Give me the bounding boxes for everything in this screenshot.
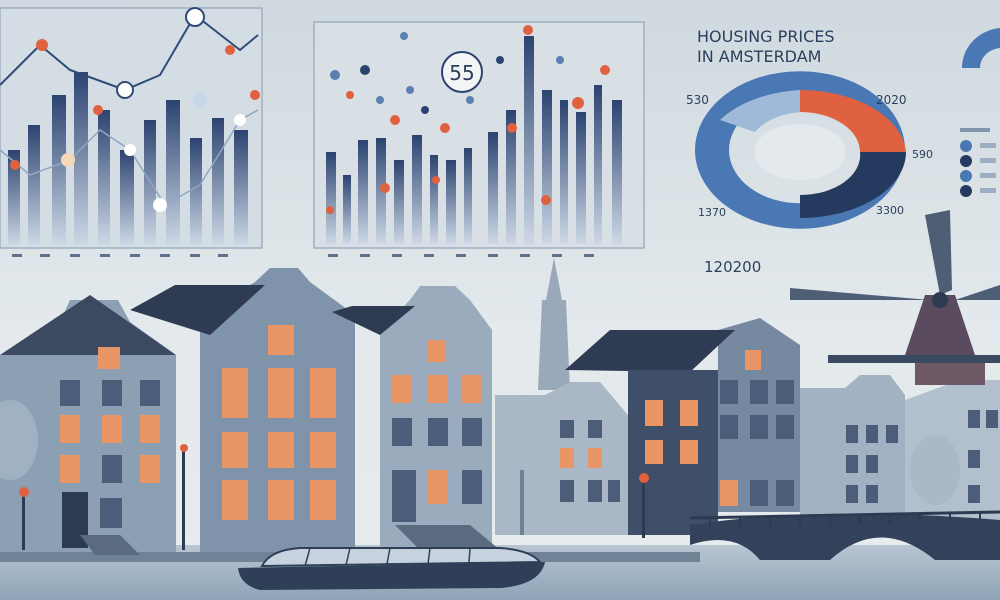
donut-slice-navy bbox=[800, 152, 906, 218]
house-1 bbox=[0, 295, 176, 552]
donut-slice-orange bbox=[800, 89, 906, 152]
trees bbox=[0, 398, 960, 535]
house-2 bbox=[130, 268, 355, 552]
middle-chart-ticks bbox=[328, 254, 594, 257]
house-3 bbox=[332, 286, 492, 552]
middle-chart-badge-value: 55 bbox=[449, 61, 474, 85]
house-6 bbox=[800, 375, 905, 515]
canal-bridge bbox=[689, 510, 1000, 560]
infographic-title-line-1: HOUSING PRICES bbox=[697, 27, 835, 46]
donut-label-bottom-right: 3300 bbox=[876, 204, 904, 217]
middle-chart-points bbox=[326, 25, 610, 214]
left-chart-ticks bbox=[12, 254, 228, 257]
donut-infographic: HOUSING PRICES IN AMSTERDAM 530 2020 590… bbox=[686, 27, 1000, 276]
church-spire bbox=[538, 258, 570, 390]
infographic-title-line-2: IN AMSTERDAM bbox=[697, 47, 821, 66]
canal-boat bbox=[238, 547, 545, 590]
middle-chart-frame bbox=[313, 21, 645, 249]
donut-label-mid-right: 590 bbox=[912, 148, 933, 161]
left-chart-points bbox=[10, 7, 260, 212]
street-lamps bbox=[19, 444, 649, 550]
donut-hole bbox=[754, 124, 846, 180]
left-chart-panel bbox=[0, 7, 263, 257]
donut-slice-light bbox=[720, 90, 800, 132]
middle-chart-badge bbox=[441, 51, 483, 93]
stoop-stairs bbox=[80, 525, 500, 555]
small-donut bbox=[961, 28, 1000, 68]
range-text: 120200 bbox=[704, 258, 761, 276]
house-5 bbox=[565, 318, 800, 535]
windmill bbox=[790, 210, 1000, 385]
donut-label-top-right: 2020 bbox=[876, 93, 907, 107]
middle-chart-panel: 55 bbox=[313, 21, 645, 257]
donut-label-top-left: 530 bbox=[686, 93, 709, 107]
donut-label-bottom-left: 1370 bbox=[698, 206, 726, 219]
legend bbox=[960, 128, 996, 197]
